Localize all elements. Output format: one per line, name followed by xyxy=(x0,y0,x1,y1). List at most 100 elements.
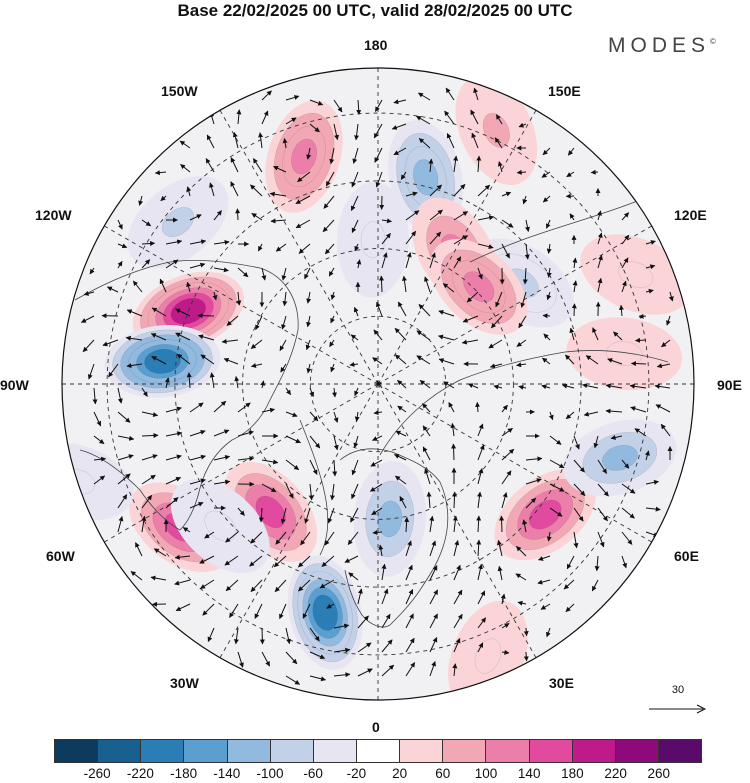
wind-vector xyxy=(213,267,229,273)
wind-vector xyxy=(213,454,231,461)
wind-vector xyxy=(141,494,153,509)
colorbar xyxy=(54,739,702,763)
wind-vector xyxy=(117,219,123,230)
wind-vector xyxy=(350,507,359,523)
wind-vector xyxy=(198,334,215,341)
colorbar-swatch xyxy=(184,740,228,762)
wind-vector xyxy=(258,132,264,149)
wind-vector xyxy=(179,140,191,149)
wind-vector xyxy=(302,603,311,619)
wind-vector xyxy=(175,603,191,612)
wind-vector xyxy=(329,339,335,348)
wind-vector xyxy=(108,363,119,378)
wind-vector xyxy=(597,459,608,474)
anomaly-center xyxy=(494,468,596,561)
wind-vector xyxy=(477,617,487,629)
label-120e: 120E xyxy=(674,207,707,223)
wind-vector xyxy=(372,357,383,365)
wind-vector xyxy=(582,383,599,389)
wind-vector xyxy=(87,363,95,380)
wind-vector xyxy=(285,627,291,645)
label-30e: 30E xyxy=(549,675,574,691)
wind-vector xyxy=(80,315,95,323)
wind-vector xyxy=(518,122,527,128)
wind-vector xyxy=(391,123,407,130)
wind-vector xyxy=(285,651,298,665)
colorbar-tick-label: -180 xyxy=(170,766,198,781)
wind-vector xyxy=(370,459,383,467)
wind-vector xyxy=(209,182,215,197)
wind-vector xyxy=(279,603,287,620)
wind-vector xyxy=(285,435,301,444)
wind-vector xyxy=(516,362,527,368)
wind-vector xyxy=(621,459,630,469)
wind-vector xyxy=(141,219,152,227)
wind-vector xyxy=(525,478,542,485)
wind-vector xyxy=(174,579,191,586)
wind-vector xyxy=(538,555,551,561)
wind-vector xyxy=(668,291,674,302)
wind-vector xyxy=(477,444,485,461)
colorbar-swatch xyxy=(486,740,530,762)
wind-vector xyxy=(394,454,407,461)
wind-vector xyxy=(357,588,363,605)
wind-vector xyxy=(573,435,580,450)
wind-vector xyxy=(141,411,159,417)
wind-vector xyxy=(426,491,432,509)
wind-vector xyxy=(645,288,654,294)
wind-vector xyxy=(251,212,263,221)
wind-vector xyxy=(83,291,95,296)
wind-vector xyxy=(261,459,279,465)
wind-vector xyxy=(453,256,462,269)
wind-vector xyxy=(645,240,656,245)
wind-vector xyxy=(453,184,466,197)
wind-vector xyxy=(117,494,128,509)
reference-vector-arrow xyxy=(649,704,707,714)
wind-vector xyxy=(605,408,623,414)
colorbar-tick-label: -60 xyxy=(303,766,323,781)
wind-vector xyxy=(542,357,551,365)
wind-vector xyxy=(644,450,650,461)
wind-vector xyxy=(405,589,414,605)
wind-vector xyxy=(285,117,297,125)
wind-vector xyxy=(189,239,207,245)
wind-vector xyxy=(126,363,143,369)
wind-vector xyxy=(499,515,505,533)
wind-vector xyxy=(189,429,206,437)
wind-vector xyxy=(372,435,383,441)
wind-vector xyxy=(501,649,510,655)
wind-vector xyxy=(452,515,458,533)
wind-vector xyxy=(522,195,528,205)
wind-vector xyxy=(416,330,431,341)
wind-vector xyxy=(260,380,266,389)
wind-vector xyxy=(165,406,182,413)
wind-vector xyxy=(352,147,359,164)
wind-vector xyxy=(597,277,603,293)
wind-vector xyxy=(348,572,359,581)
wind-vector xyxy=(477,184,491,197)
wind-vector xyxy=(261,267,267,281)
wind-vector xyxy=(597,531,605,548)
wind-vector xyxy=(597,210,602,221)
wind-vector xyxy=(466,291,479,303)
wind-vector xyxy=(333,123,339,141)
wind-vector xyxy=(151,307,167,317)
wind-vector xyxy=(285,459,300,471)
wind-vector xyxy=(332,459,338,477)
wind-vector xyxy=(117,411,131,423)
wind-vector xyxy=(397,379,407,389)
wind-vector xyxy=(394,354,407,365)
wind-vector xyxy=(549,459,565,469)
wind-vector xyxy=(324,243,335,255)
wind-vector xyxy=(297,171,311,183)
wind-vector xyxy=(429,252,436,269)
wind-vector xyxy=(477,590,486,605)
wind-vector xyxy=(397,301,407,317)
wind-vector xyxy=(381,252,388,269)
wind-vector xyxy=(621,555,627,569)
wind-vector xyxy=(305,339,311,351)
wind-vector xyxy=(285,387,292,396)
colorbar-tick-label: -260 xyxy=(83,766,111,781)
wind-vector xyxy=(280,507,287,524)
wind-vector xyxy=(333,647,351,653)
